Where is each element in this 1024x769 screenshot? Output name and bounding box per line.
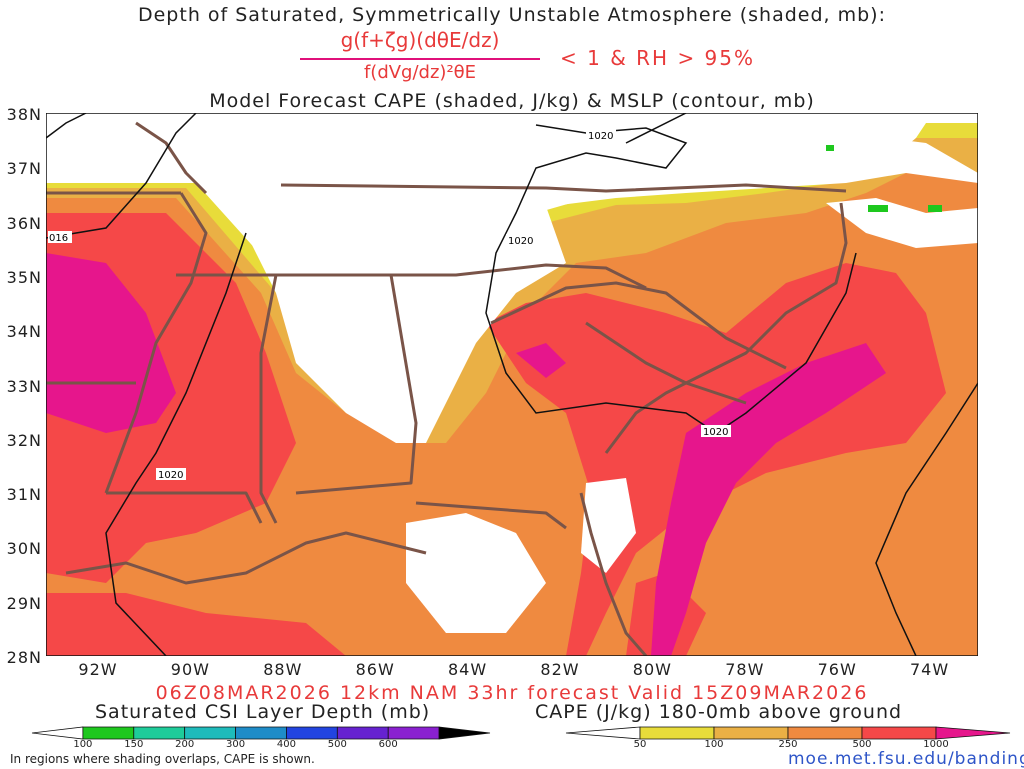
longitude-label: 78W — [725, 660, 765, 679]
cape-swatch — [861, 726, 937, 740]
cape-swatch — [639, 726, 715, 740]
cape-swatch — [787, 726, 863, 740]
map-panel: 1020 1020 016 1020 1020 — [46, 113, 978, 656]
latitude-label: 34N — [6, 322, 42, 342]
source-url[interactable]: moe.met.fsu.edu/banding — [788, 749, 1024, 769]
longitude-label: 86W — [355, 660, 395, 679]
chart-title: Depth of Saturated, Symmetrically Unstab… — [137, 4, 886, 26]
isobar-label: 016 — [49, 233, 68, 244]
cape-swatch — [935, 726, 1011, 740]
chart-subtitle: Model Forecast CAPE (shaded, J/kg) & MSL… — [209, 90, 815, 112]
cape-swatch — [565, 726, 641, 740]
mslp-isobars — [46, 113, 978, 656]
csi-swatch — [336, 726, 389, 740]
state-borders — [46, 121, 848, 656]
overlap-note: In regions where shading overlaps, CAPE … — [10, 752, 315, 766]
latitude-label: 35N — [6, 267, 42, 287]
csi-swatch — [82, 726, 135, 740]
longitude-label: 74W — [910, 660, 950, 679]
longitude-label: 76W — [817, 660, 857, 679]
csi-swatch — [387, 726, 440, 740]
latitude-label: 28N — [6, 648, 42, 667]
csi-tick-label: 600 — [378, 739, 398, 750]
isobar-labels: 1020 1020 016 1020 1020 — [48, 129, 731, 481]
longitude-label: 80W — [632, 660, 672, 679]
longitude-label: 92W — [78, 660, 118, 679]
csi-swatch — [133, 726, 186, 740]
csi-swatch — [184, 726, 236, 740]
longitude-label: 90W — [170, 660, 210, 679]
latitude-label: 31N — [6, 485, 42, 505]
latitude-label: 37N — [6, 159, 42, 179]
cape-tick-label: 50 — [633, 739, 647, 750]
longitude-label: 84W — [448, 660, 488, 679]
csi-tick-label: 300 — [226, 739, 246, 750]
formula-denominator: f(dVg/dz)²θE — [363, 62, 477, 83]
cape-shading — [46, 113, 978, 656]
csi-tick-label: 500 — [327, 739, 347, 750]
latitude-label: 30N — [6, 539, 42, 559]
longitude-label: 82W — [540, 660, 580, 679]
csi-tick-label: 400 — [276, 739, 296, 750]
csi-swatch — [438, 726, 491, 740]
latitude-label: 33N — [6, 376, 42, 396]
cape-tick-label: 100 — [704, 739, 724, 750]
isobar-label: 1020 — [703, 427, 728, 438]
latitude-label: 29N — [6, 593, 42, 613]
run-info: 06Z08MAR2026 12km NAM 33hr forecast Vali… — [155, 682, 869, 704]
cape-tick-label: 1000 — [923, 739, 949, 750]
csi-swatch — [31, 726, 84, 740]
csi-tick-label: 150 — [124, 739, 144, 750]
latitude-label: 36N — [6, 213, 42, 233]
formula-numerator: g(f+ζg)(dθE/dz) — [340, 28, 500, 52]
csi-swatch — [235, 726, 287, 740]
cape-colorbar-title: CAPE (J/kg) 180-0mb above ground — [535, 701, 903, 723]
longitude-label: 88W — [263, 660, 303, 679]
fraction-line — [300, 58, 540, 60]
cape-swatch — [713, 726, 789, 740]
isobar-label: 1020 — [508, 236, 533, 247]
cape-tick-label: 500 — [852, 739, 872, 750]
isobar-label: 1020 — [158, 470, 183, 481]
colorbars — [31, 726, 1011, 740]
isobar-label: 1020 — [588, 131, 613, 142]
csi-swatch — [286, 726, 338, 740]
csi-colorbar-title: Saturated CSI Layer Depth (mb) — [95, 701, 431, 723]
cape-tick-label: 250 — [778, 739, 798, 750]
formula-condition: < 1 & RH > 95% — [560, 46, 756, 70]
csi-tick-label: 200 — [175, 739, 195, 750]
latitude-label: 38N — [6, 105, 42, 124]
csi-tick-label: 100 — [73, 739, 93, 750]
latitude-label: 32N — [6, 430, 42, 450]
